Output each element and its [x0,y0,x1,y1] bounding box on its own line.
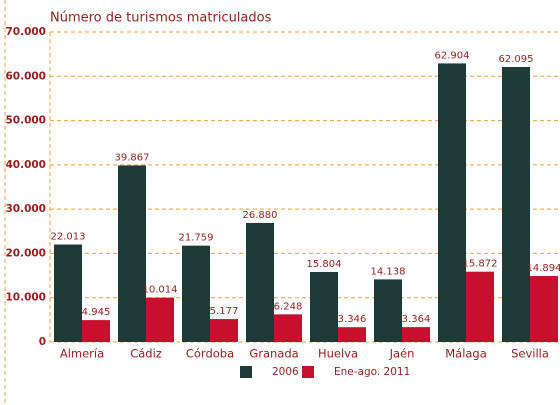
value-label: 39.867 [115,152,150,163]
bar [502,67,530,342]
chart-title: Número de turismos matriculados [50,11,272,26]
legend-label: 2006 [272,366,299,378]
x-tick-label: Cádiz [130,347,162,361]
bar [530,276,558,342]
value-label: 22.013 [51,232,86,243]
value-label: 6.248 [274,301,303,312]
x-tick-label: Huelva [318,347,358,361]
x-tick-label: Almería [60,347,104,361]
bar [54,244,82,342]
bar [118,165,146,342]
value-label: 14.894 [527,263,560,274]
bar [146,297,174,342]
bar [210,319,238,342]
y-tick-label: 10.000 [5,292,46,304]
value-label: 62.095 [499,54,534,65]
y-tick-label: 30.000 [5,203,46,215]
value-label: 14.138 [371,266,406,277]
bar [246,222,274,342]
x-tick-label: Granada [249,347,298,361]
y-tick-label: 20.000 [5,247,46,259]
x-tick-label: Jaén [389,347,415,361]
value-label: 15.804 [307,259,342,270]
value-label: 10.014 [143,285,178,296]
value-label: 26.880 [243,210,278,221]
legend-swatch [302,366,314,378]
x-tick-label: Málaga [445,347,487,361]
bar [466,271,494,342]
value-label: 4.945 [82,307,111,318]
bar [274,314,302,342]
y-tick-label: 0 [39,336,46,348]
y-tick-label: 40.000 [5,159,46,171]
bar [374,279,402,342]
bar [338,327,366,342]
x-tick-label: Córdoba [186,347,234,361]
y-tick-label: 60.000 [5,70,46,82]
value-label: 3.364 [402,314,431,325]
bar [310,272,338,342]
x-tick-label: Sevilla [511,347,549,361]
value-label: 15.872 [463,259,498,270]
bar [438,63,466,343]
value-label: 3.346 [338,314,367,325]
legend-label: Ene-ago. 2011 [334,366,410,378]
y-tick-label: 50.000 [5,115,46,127]
value-label: 62.904 [435,50,470,61]
value-label: 5.177 [210,306,239,317]
y-tick-label: 70.000 [5,26,46,38]
bar [182,245,210,342]
legend-swatch [240,366,252,378]
bar [82,320,110,342]
value-label: 21.759 [179,233,214,244]
bar [402,327,430,342]
